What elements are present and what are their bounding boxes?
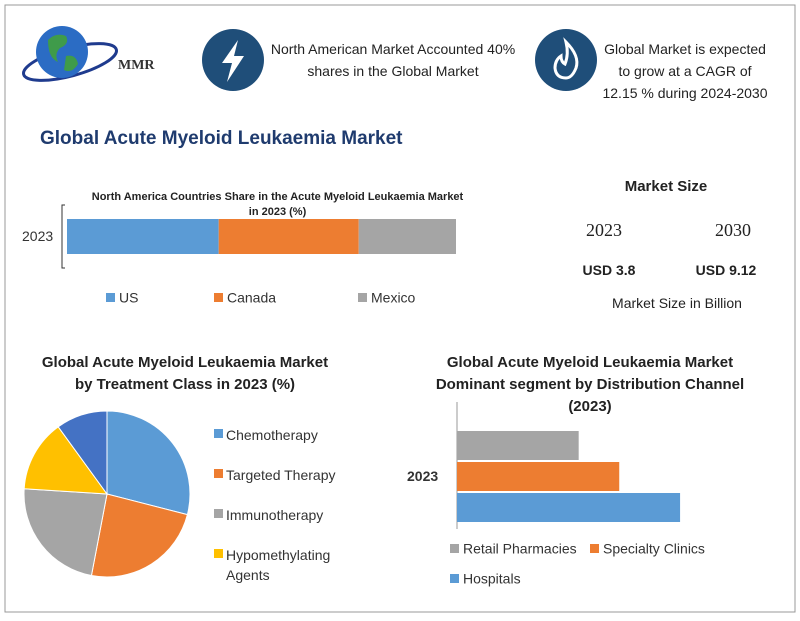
pie-slice [90,493,189,578]
market-note: Market Size in Billion [612,295,742,311]
frame [4,4,796,613]
legend-label: Immunotherapy [226,507,324,523]
legend-label: Hospitals [463,571,521,587]
legend-swatch [358,293,367,302]
legend-swatch [450,574,459,583]
chart-title: North America Countries Share in the Acu… [91,191,464,218]
market-value: USD 3.8 [582,262,636,278]
bar-segment [358,219,456,254]
market-size-title: Market Size [624,178,708,195]
bar-segment [67,219,219,254]
logo-text: MMR [118,58,155,73]
legend-swatch [590,544,599,553]
legend-swatch [106,293,115,302]
pie-slice [23,488,108,577]
bar [457,493,681,522]
year: 2023 [586,220,622,240]
legend-swatch [450,544,459,553]
legend-label: Retail Pharmacies [463,541,577,557]
stat-text: North American Market Accounted 40% shar… [270,41,516,79]
icon-flame [553,37,579,80]
market-value: USD 9.12 [695,262,757,278]
pie-slice [23,426,109,495]
legend-label: Targeted Therapy [226,467,336,483]
legend-label: Mexico [371,290,416,306]
chart-title: Global Acute Myeloid Leukaemia Market by… [41,354,329,393]
legend-swatch [214,549,223,558]
bracket [61,204,65,269]
category-label: 2023 [22,228,53,244]
year: 2030 [715,220,751,240]
legend-swatch [214,429,223,438]
legend-label: Canada [227,290,276,306]
bar [457,431,579,460]
pie-slice [57,410,108,496]
logo [21,26,119,82]
main-title: Global Acute Myeloid Leukaemia Market [40,128,403,149]
category-label: 2023 [407,468,438,484]
icon-bolt [222,40,244,82]
legend-swatch [214,509,223,518]
legend-label: Chemotherapy [226,427,318,443]
pie-slice [106,410,191,516]
legend-swatch [214,293,223,302]
legend-swatch [214,469,223,478]
legend-label: Hypomethylating Agents [226,547,331,583]
stat-text: Global Market is expected to grow at a C… [602,41,768,101]
legend-label: Specialty Clinics [603,541,705,557]
bar [457,462,620,491]
chart-title: Global Acute Myeloid Leukaemia Market Do… [435,354,745,415]
legend-label: US [119,290,138,306]
bar-segment [218,219,359,254]
